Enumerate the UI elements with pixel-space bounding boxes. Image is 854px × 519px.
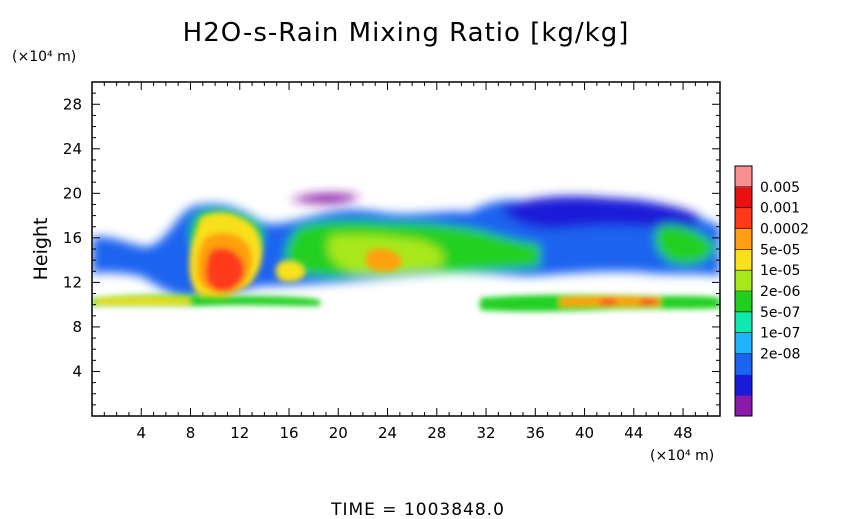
colorbar-swatch [735,311,752,334]
y-tick-labels: 4 8 12 16 20 24 28 [63,95,82,380]
orange-patch-mid [365,248,402,272]
y-axis-label: Height [30,218,52,281]
x-tick-label: 8 [186,424,196,442]
colorbar-swatch [735,353,752,375]
lower-layer-west-core [96,297,190,304]
colorbar-labels: 0.005 0.001 0.0002 5e-05 1e-05 2e-06 5e-07 1e-0… [760,180,809,363]
colorbar-swatch [735,166,752,188]
colorbar [735,166,752,417]
x-tick-label: 36 [526,424,545,442]
x-tick-label: 48 [674,424,693,442]
colorbar-swatch [735,374,752,396]
y-tick-label: 8 [72,318,82,336]
colorbar-label: 2e-08 [760,347,800,363]
x-tick-label: 40 [575,424,594,442]
colorbar-label: 2e-06 [760,284,800,300]
y-tick-label: 16 [63,229,82,247]
x-tick-label: 32 [476,424,495,442]
colorbar-label: 1e-07 [760,326,800,342]
colorbar-frame [734,165,753,417]
upper-purple-fringe [290,193,360,204]
y-tick-label: 28 [63,95,82,113]
x-tick-label: 16 [279,424,298,442]
y-tick-label: 4 [72,362,82,380]
time-value: 1003848.0 [404,500,505,519]
x-tick-label: 20 [329,424,348,442]
axis-ticks [92,82,720,416]
colorbar-label: 0.001 [760,201,800,217]
colorbar-swatch [735,186,752,209]
y-tick-label: 12 [63,273,82,291]
time-label-prefix: TIME [330,500,376,519]
y-axis-unit-label: (×10⁴ m) [12,49,76,65]
x-tick-label: 24 [378,424,397,442]
x-tick-labels: 4 8 12 16 20 24 28 32 36 40 44 48 [136,424,692,442]
colorbar-swatch [735,249,752,271]
x-tick-label: 4 [136,424,146,442]
x-tick-label: 44 [624,424,643,442]
yellow-patch-east [275,260,306,282]
colorbar-label: 0.005 [760,180,800,196]
colorbar-swatch [735,395,752,417]
colorbar-swatch [735,291,752,313]
y-tick-label: 20 [63,184,82,202]
chart-title: H2O-s-Rain Mixing Ratio [kg/kg] [183,18,630,48]
upper-blue-cap [500,196,700,232]
colorbar-swatch [735,332,752,354]
time-label-eq: = [376,500,404,519]
colorbar-swatch [735,207,752,229]
colorbar-swatch [735,228,752,250]
colorbar-swatch [735,270,752,292]
time-label: TIME = 1003848.0 [330,500,505,519]
lower-layer-red-spots [600,298,658,306]
x-tick-label: 28 [427,424,446,442]
x-tick-label: 12 [230,424,249,442]
convective-red [205,247,245,292]
rain-mixing-ratio-field [92,193,720,312]
x-axis-unit-label: (×10⁴ m) [650,448,714,464]
green-east [654,225,715,265]
colorbar-label: 5e-05 [760,242,800,258]
y-tick-label: 24 [63,140,82,158]
colorbar-label: 1e-05 [760,263,800,279]
colorbar-label: 0.0002 [760,222,809,238]
colorbar-label: 5e-07 [760,305,800,321]
